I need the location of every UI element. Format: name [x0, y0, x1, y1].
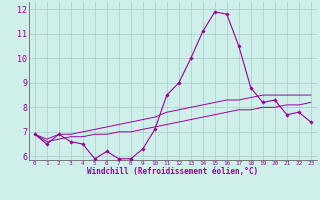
- X-axis label: Windchill (Refroidissement éolien,°C): Windchill (Refroidissement éolien,°C): [87, 167, 258, 176]
